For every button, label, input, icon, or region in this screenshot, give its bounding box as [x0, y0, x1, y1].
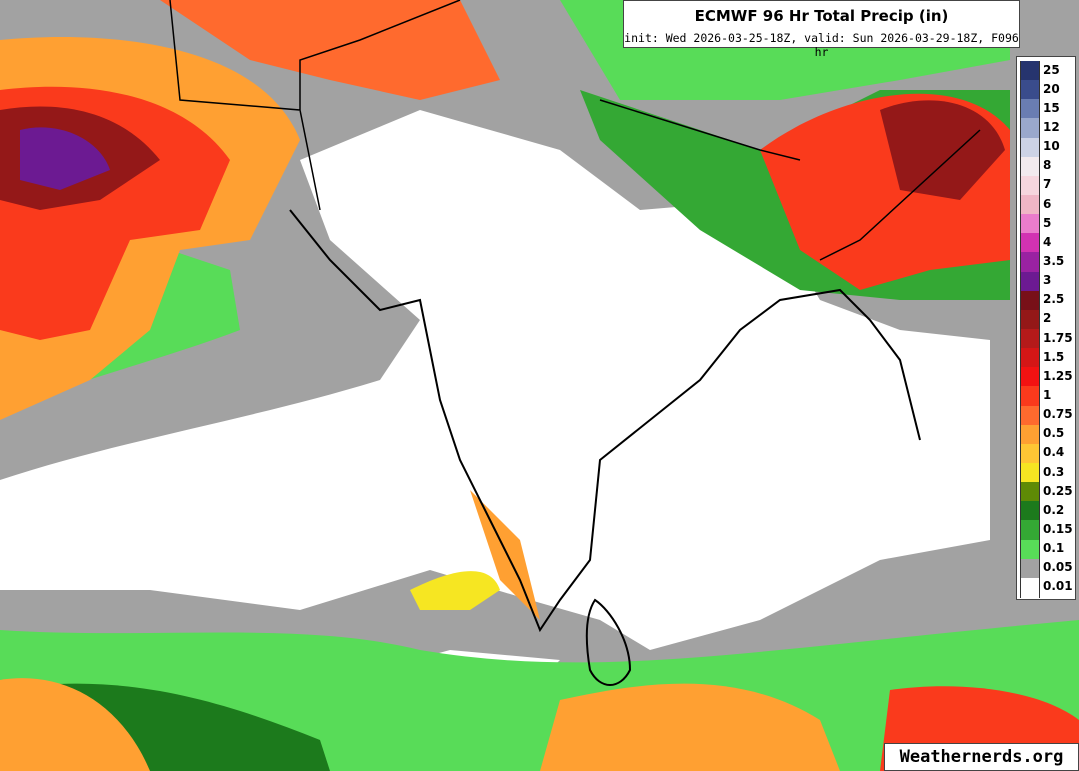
map-subtitle: init: Wed 2026-03-25-18Z, valid: Sun 202…: [624, 31, 1019, 59]
legend-swatch: [1020, 99, 1040, 120]
legend-swatch: [1020, 252, 1040, 273]
legend-label: 15: [1043, 100, 1060, 115]
legend-swatch: [1020, 156, 1040, 177]
legend-swatch: [1020, 309, 1040, 330]
legend-label: 1.75: [1043, 330, 1073, 345]
title-box: ECMWF 96 Hr Total Precip (in) init: Wed …: [623, 0, 1020, 59]
legend-swatch: [1020, 577, 1040, 598]
legend-swatch: [1020, 195, 1040, 215]
legend-label: 5: [1043, 215, 1052, 230]
legend-label: 10: [1043, 139, 1060, 154]
legend-label: 1.5: [1043, 349, 1065, 364]
rain-area: [410, 571, 500, 610]
rain-area: [0, 678, 150, 771]
legend-swatch: [1020, 367, 1040, 388]
legend-label: 0.1: [1043, 541, 1065, 556]
legend-swatch: [1020, 290, 1040, 311]
legend-label: 0.75: [1043, 407, 1073, 422]
legend-label: 25: [1043, 62, 1060, 77]
coastline: [585, 598, 632, 686]
legend-label: 1.25: [1043, 368, 1073, 383]
legend-swatch: [1020, 539, 1040, 560]
legend-swatch: [1020, 271, 1040, 292]
legend-label: 0.01: [1043, 579, 1073, 594]
rain-area: [20, 127, 110, 190]
watermark: Weathernerds.org: [884, 743, 1079, 771]
legend-swatch: [1020, 386, 1040, 407]
legend-swatch: [1020, 501, 1040, 522]
legend-label: 0.05: [1043, 560, 1073, 575]
legend-swatch: [1020, 329, 1040, 349]
legend-swatch: [1020, 558, 1040, 579]
legend-label: 0.3: [1043, 464, 1065, 479]
coastline: [289, 209, 921, 633]
legend-swatch: [1020, 175, 1040, 196]
legend-swatch: [1020, 520, 1040, 541]
legend-label: 7: [1043, 177, 1052, 192]
border: [169, 0, 981, 261]
legend-swatch: [1020, 348, 1040, 369]
legend-swatch: [1020, 463, 1040, 483]
legend-label: 3: [1043, 273, 1052, 288]
legend-label: 2: [1043, 311, 1052, 326]
legend-label: 4: [1043, 234, 1052, 249]
legend-swatch: [1020, 443, 1040, 464]
map-title: ECMWF 96 Hr Total Precip (in): [694, 7, 949, 25]
legend-swatch: [1020, 482, 1040, 503]
legend-label: 8: [1043, 158, 1052, 173]
legend-swatch: [1020, 233, 1040, 254]
legend-label: 1: [1043, 388, 1052, 402]
legend-label: 0.2: [1043, 502, 1065, 517]
legend-swatch: [1020, 214, 1040, 235]
legend-label: 0.15: [1043, 522, 1073, 536]
legend-swatch: [1020, 137, 1040, 158]
color-legend: 25 20 15 12 10 8 7 6 5 4 3.5 3 2.5 2 1.75 1.5 1.25 1 0.75 0…: [1016, 56, 1076, 600]
legend-swatch: [1020, 61, 1040, 81]
legend-swatch: [1020, 405, 1040, 426]
legend-label: 0.25: [1043, 483, 1073, 498]
legend-label: 2.5: [1043, 292, 1065, 307]
legend-label: 0.5: [1043, 426, 1065, 441]
legend-label: 6: [1043, 196, 1052, 211]
legend-label: 3.5: [1043, 254, 1065, 268]
legend-label: 0.4: [1043, 445, 1065, 460]
legend-swatch: [1020, 424, 1040, 445]
rain-area: [540, 683, 840, 771]
legend-label: 12: [1043, 120, 1060, 134]
legend-swatch: [1020, 80, 1040, 101]
rain-area: [880, 100, 1005, 200]
legend-label: 20: [1043, 81, 1060, 96]
legend-swatch: [1020, 118, 1040, 139]
